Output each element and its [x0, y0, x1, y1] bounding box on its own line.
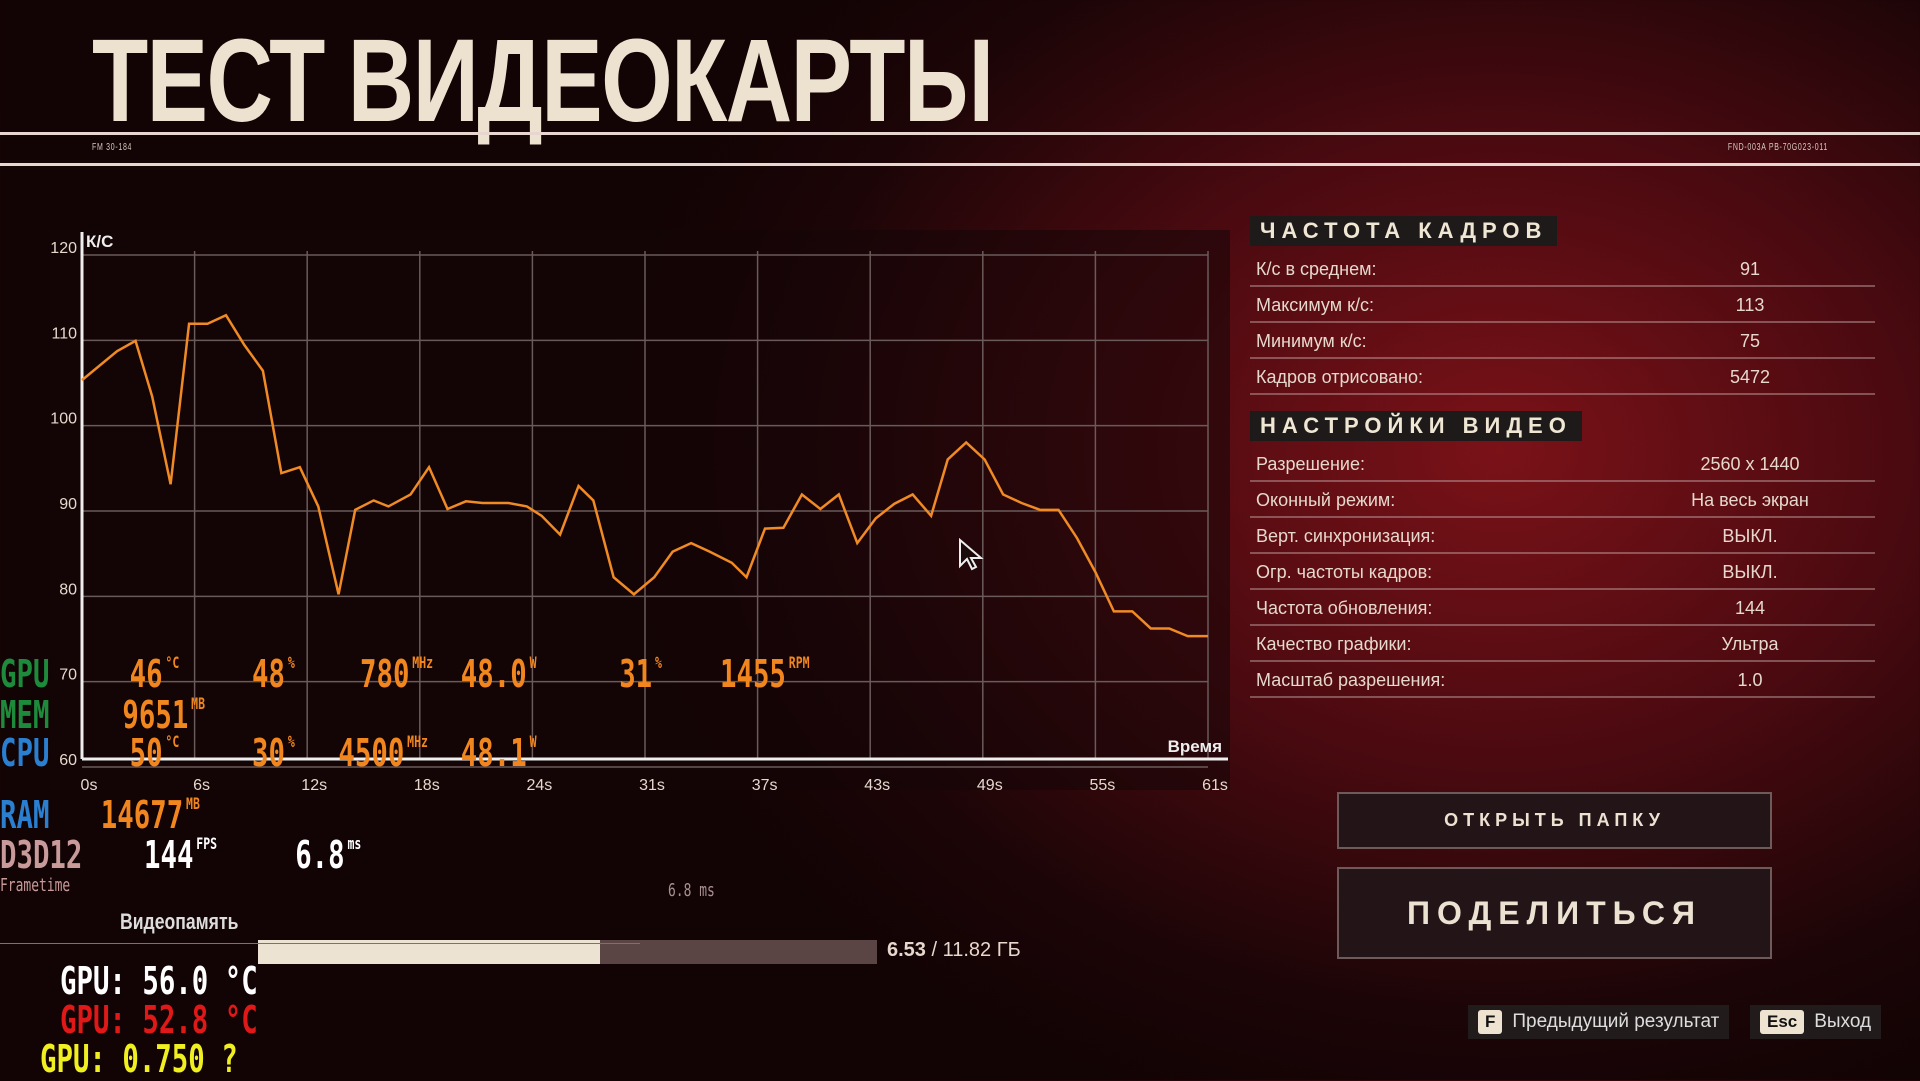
- stat-label: Максимум к/с:: [1256, 295, 1374, 316]
- stat-label: Качество графики:: [1256, 634, 1412, 655]
- stat-label: Огр. частоты кадров:: [1256, 562, 1432, 583]
- vram-label: Видеопамять: [120, 910, 238, 934]
- x-tick-label: 31s: [639, 777, 665, 794]
- stat-row: Разрешение: 2560 x 1440: [1250, 446, 1875, 482]
- hint-label: Предыдущий результат: [1512, 1011, 1719, 1033]
- vram-value: 6.53 / 11.82 ГБ: [887, 939, 1021, 962]
- stat-row: К/с в среднем: 91: [1250, 251, 1875, 287]
- key-f: F: [1478, 1010, 1502, 1034]
- video-section-title: НАСТРОЙКИ ВИДЕО: [1250, 411, 1582, 441]
- osd-extra-1: GPU: 56.0 °C: [60, 962, 258, 1000]
- frametime-label: Frametime: [0, 877, 70, 895]
- stat-row: Максимум к/с: 113: [1250, 287, 1875, 323]
- y-tick-label: 80: [59, 581, 77, 598]
- key-esc: Esc: [1760, 1010, 1804, 1034]
- stat-value: 113: [1650, 295, 1850, 316]
- stat-label: Минимум к/с:: [1256, 331, 1367, 352]
- stat-label: Частота обновления:: [1256, 598, 1432, 619]
- x-tick-label: 61s: [1202, 777, 1228, 794]
- stat-label: Верт. синхронизация:: [1256, 526, 1435, 547]
- osd-label: GPU: [0, 652, 49, 696]
- stat-value: 144: [1650, 598, 1850, 619]
- vram-total: / 11.82 ГБ: [932, 939, 1021, 961]
- stat-row: Огр. частоты кадров: ВЫКЛ.: [1250, 554, 1875, 590]
- x-tick-label: 24s: [527, 777, 553, 794]
- exit-button[interactable]: Esc Выход: [1750, 1005, 1881, 1039]
- stat-value: 1.0: [1650, 670, 1850, 691]
- code-right: FND-003A PB-70G023-011: [1728, 142, 1828, 153]
- gpu-load: 48%: [252, 655, 295, 693]
- stat-row: Верт. синхронизация: ВЫКЛ.: [1250, 518, 1875, 554]
- stat-row: Качество графики: Ультра: [1250, 626, 1875, 662]
- previous-result-button[interactable]: F Предыдущий результат: [1468, 1005, 1729, 1039]
- x-axis-label: Время: [1168, 737, 1222, 756]
- x-tick-label: 0s: [81, 777, 98, 794]
- vram-used: 6.53: [887, 939, 926, 961]
- x-tick-label: 37s: [752, 777, 778, 794]
- osd-extra-2: GPU: 52.8 °C: [60, 1001, 258, 1039]
- x-tick-label: 55s: [1090, 777, 1116, 794]
- x-tick-label: 49s: [977, 777, 1003, 794]
- x-tick-label: 6s: [193, 777, 210, 794]
- stat-value: ВЫКЛ.: [1650, 526, 1850, 547]
- gpu-temp: 46°C: [130, 655, 180, 693]
- x-tick-label: 43s: [864, 777, 890, 794]
- frametime-value: 6.8 ms: [668, 882, 715, 900]
- stat-value: 2560 x 1440: [1650, 454, 1850, 475]
- stat-value: ВЫКЛ.: [1650, 562, 1850, 583]
- stat-row: Минимум к/с: 75: [1250, 323, 1875, 359]
- stat-row: Оконный режим: На весь экран: [1250, 482, 1875, 518]
- stat-row: Масштаб разрешения: 1.0: [1250, 662, 1875, 698]
- stat-row: Кадров отрисовано: 5472: [1250, 359, 1875, 395]
- open-folder-button[interactable]: ОТКРЫТЬ ПАПКУ: [1337, 792, 1772, 849]
- stat-label: К/с в среднем:: [1256, 259, 1377, 280]
- osd-extra-3: GPU: 0.750 ?: [40, 1040, 238, 1078]
- stat-label: Разрешение:: [1256, 454, 1365, 475]
- x-tick-label: 18s: [414, 777, 440, 794]
- stat-value: 75: [1650, 331, 1850, 352]
- stat-label: Оконный режим:: [1256, 490, 1395, 511]
- hint-label: Выход: [1814, 1011, 1871, 1033]
- y-tick-label: 90: [59, 496, 77, 513]
- stat-row: Частота обновления: 144: [1250, 590, 1875, 626]
- gpu-fan: 31%: [619, 655, 662, 693]
- stat-value: На весь экран: [1650, 490, 1850, 511]
- x-tick-label: 12s: [301, 777, 327, 794]
- mouse-cursor-icon: [958, 538, 986, 572]
- stat-label: Кадров отрисовано:: [1256, 367, 1423, 388]
- share-button[interactable]: ПОДЕЛИТЬСЯ: [1337, 867, 1772, 959]
- frametime-graph: [0, 943, 640, 944]
- stat-value: Ультра: [1650, 634, 1850, 655]
- y-axis-label: К/С: [86, 232, 113, 251]
- y-tick-label: 110: [51, 325, 77, 342]
- stat-value: 91: [1650, 259, 1850, 280]
- y-tick-label: 100: [50, 411, 77, 428]
- stat-value: 5472: [1650, 367, 1850, 388]
- y-tick-label: 120: [50, 240, 77, 257]
- stat-label: Масштаб разрешения:: [1256, 670, 1445, 691]
- fps-section-title: ЧАСТОТА КАДРОВ: [1250, 216, 1557, 246]
